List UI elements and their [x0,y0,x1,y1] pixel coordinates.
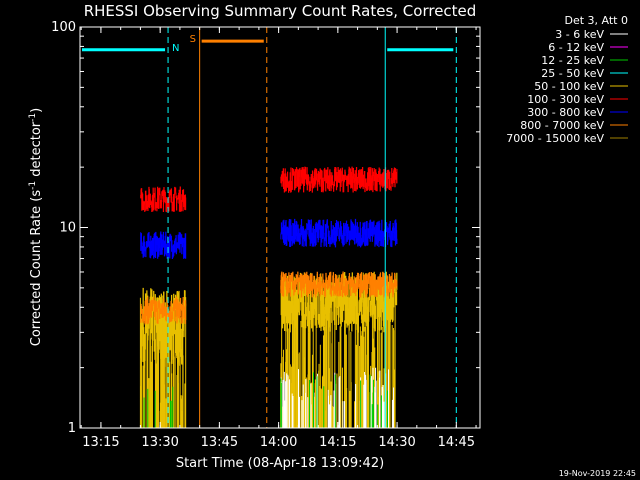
legend-label-0: 3 - 6 keV [555,28,604,41]
data-layer [139,166,398,428]
y-tick-label-2: 100 [51,20,76,35]
x-tick-label-2: 13:45 [201,435,238,450]
legend-label-4: 50 - 100 keV [534,80,604,93]
annotation-label-n: N [172,43,179,54]
series-12-25-kev-spikes-0 [143,386,174,428]
x-tick-label-4: 14:15 [319,435,356,450]
chart-title: RHESSI Observing Summary Count Rates, Co… [84,2,477,20]
legend-label-2: 12 - 25 keV [541,54,604,67]
series-50-100-kev-spikes-0 [139,291,187,428]
y-axis-label-end: ) [29,108,44,113]
y-axis-label-sup2: -1 [28,113,38,122]
y-tick-label-0: 1 [68,421,76,436]
series-300-800-kev-trace-1 [280,218,398,248]
axis-layer: 13:15 13:30 13:45 14:00 14:15 14:30 14:45 1 10 10… [51,20,480,450]
series-800-7000-kev-trace-1 [280,271,398,298]
y-tick-label-1: 10 [59,221,76,236]
series-100-300-kev-trace-1 [280,166,398,193]
x-tick-label-0: 13:15 [82,435,119,450]
legend-title: Det 3, Att 0 [565,14,629,27]
x-axis-label: Start Time (08-Apr-18 13:09:42) [176,456,384,471]
legend-label-8: 7000 - 15000 keV [506,132,604,145]
series-12-25-kev-spikes-1 [280,372,388,428]
annotation-label-s: S [190,34,196,45]
series-50-100-kev-trace-0 [140,287,187,369]
x-tick-label-5: 14:30 [378,435,415,450]
legend-label-6: 300 - 800 keV [527,106,604,119]
y-axis-label: Corrected Count Rate (s-1 detector-1) [28,108,44,346]
series-800-7000-kev-trace-0 [140,296,187,325]
orbit-layer: NS [79,27,457,428]
y-axis-label-sup1: -1 [28,181,38,190]
legend-label-5: 100 - 300 keV [527,93,604,106]
x-tick-label-1: 13:30 [141,435,178,450]
legend-label-1: 6 - 12 keV [548,41,604,54]
y-axis-label-mid: detector [29,121,44,181]
series-100-300-kev-trace-0 [140,186,187,213]
x-tick-label-3: 14:00 [260,435,297,450]
y-axis-label-main: Corrected Count Rate (s [29,190,44,347]
legend-label-7: 800 - 7000 keV [520,119,604,132]
series-300-800-kev-trace-0 [140,231,187,260]
generation-timestamp: 19-Nov-2019 22:45 [559,469,636,478]
legend-label-3: 25 - 50 keV [541,67,604,80]
x-tick-label-6: 14:45 [438,435,475,450]
